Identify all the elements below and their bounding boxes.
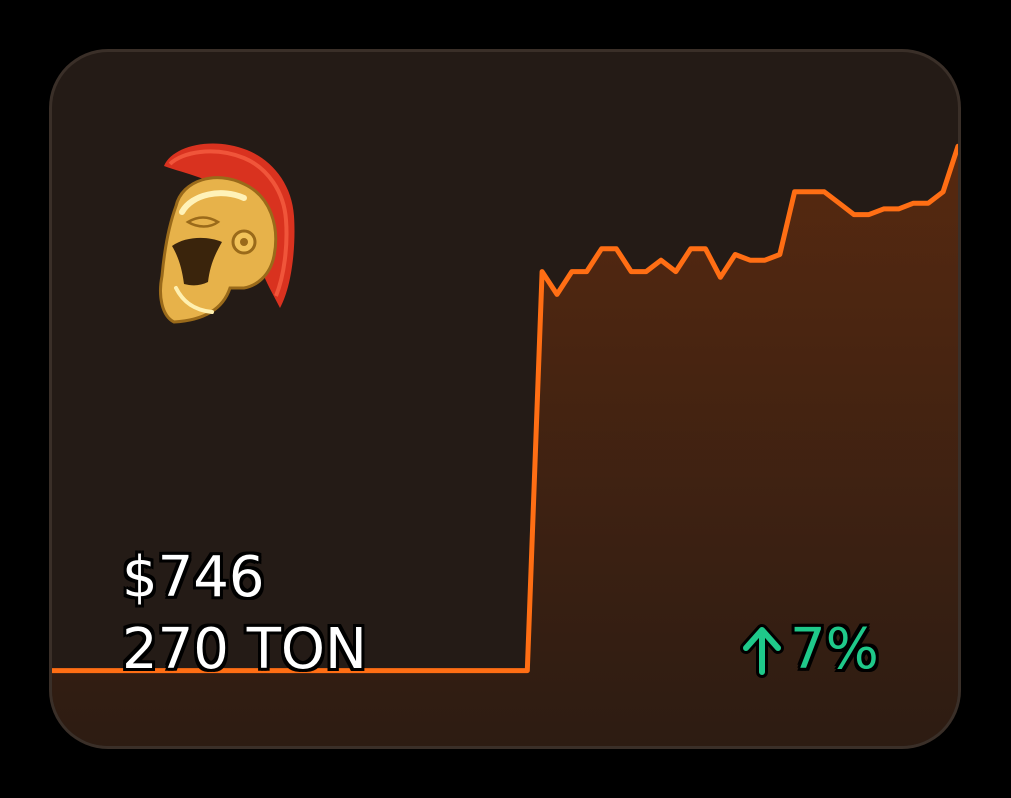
spartan-helmet-icon <box>159 143 295 324</box>
chart-area <box>52 146 958 746</box>
price-usd: $746 <box>122 545 265 610</box>
chart-line <box>52 143 958 674</box>
chart-card[interactable]: $746 270 TON 7% <box>52 52 958 746</box>
price-chart <box>52 143 958 746</box>
arrow-up-icon <box>740 624 784 678</box>
price-change: 7% <box>740 618 879 682</box>
price-change-value: 7% <box>790 617 879 682</box>
price-ton: 270 TON <box>122 617 367 682</box>
